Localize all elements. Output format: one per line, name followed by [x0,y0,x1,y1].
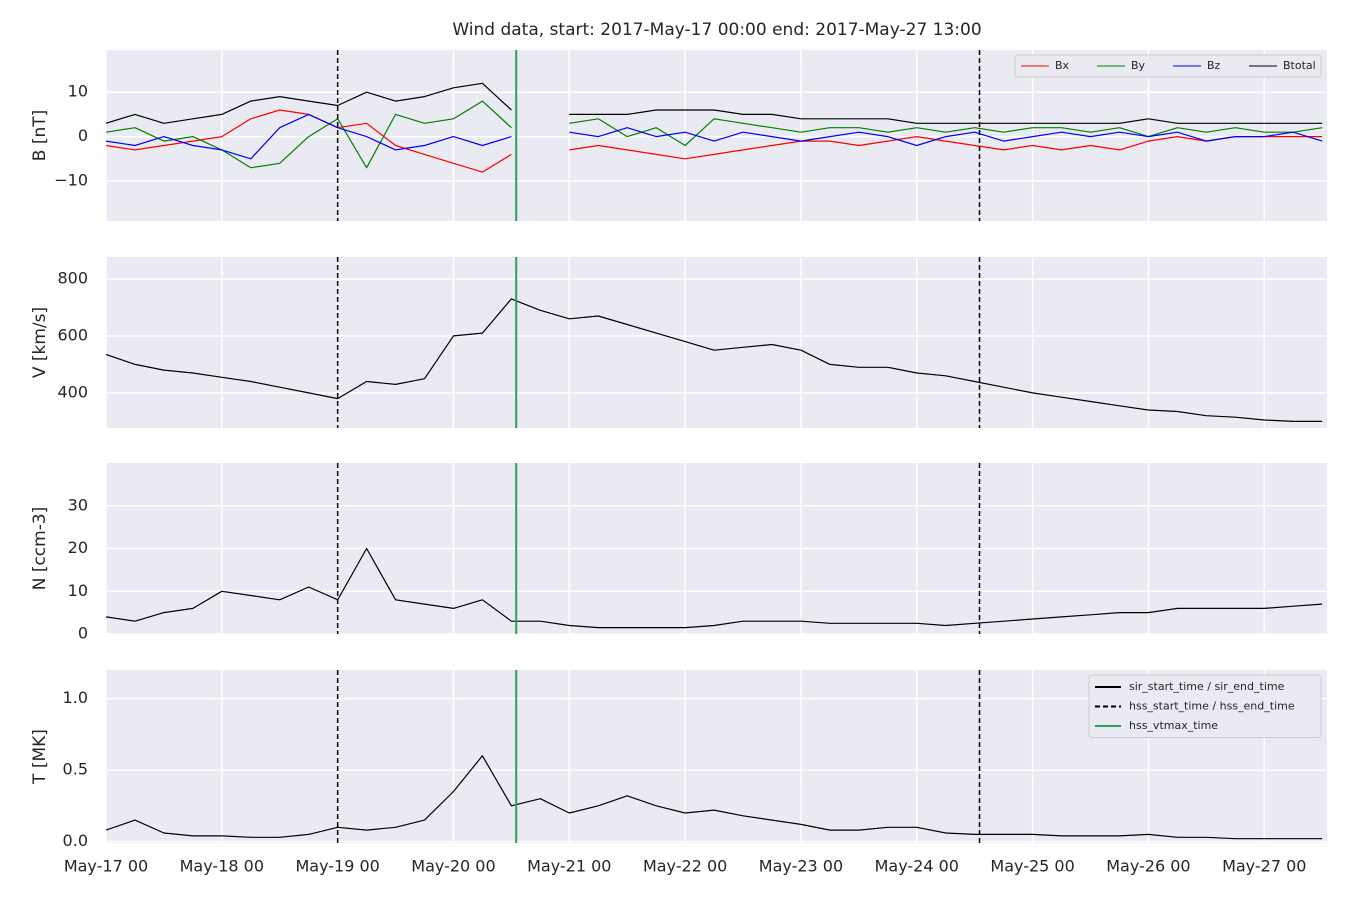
y-tick-label: 10 [68,82,88,101]
y-axis-label: V [km/s] [30,307,50,378]
x-tick-label: May-23 00 [759,857,843,876]
series-line [106,298,1323,422]
y-tick-label: 10 [68,581,88,600]
legend-label: hss_vtmax_time [1129,719,1218,732]
y-tick-label: 600 [57,325,88,344]
x-tick-label: May-25 00 [990,857,1074,876]
y-tick-label: 30 [68,495,88,514]
legend-label: By [1131,59,1146,72]
x-tick-label: May-24 00 [875,857,959,876]
y-tick-label: 0 [78,624,88,643]
y-tick-label: 800 [57,268,88,287]
y-tick-label: 1.0 [63,688,88,707]
x-tick-label: May-18 00 [180,857,264,876]
legend-label: Btotal [1283,59,1316,72]
y-axis-label: N [ccm-3] [30,507,50,591]
y-tick-label: 0 [78,126,88,145]
legend-label: Bz [1207,59,1221,72]
legend-label: sir_start_time / sir_end_time [1129,680,1285,693]
y-tick-label: 0.5 [63,760,88,779]
legend-box [1014,54,1322,78]
y-tick-label: −10 [54,171,88,190]
y-tick-label: 0.0 [63,831,88,850]
y-axis-label: T [MK] [30,729,50,785]
legend-label: hss_start_time / hss_end_time [1129,700,1295,713]
x-tick-label: May-26 00 [1106,857,1190,876]
y-axis-label: B [nT] [30,110,50,162]
series-line [106,755,1323,840]
x-tick-label: May-22 00 [643,857,727,876]
series-line [106,113,1323,160]
x-tick-label: May-17 00 [64,857,148,876]
chart-title: Wind data, start: 2017-May-17 00:00 end:… [452,20,981,40]
series-line [106,82,1323,124]
x-tick-label: May-21 00 [527,857,611,876]
x-tick-label: May-20 00 [411,857,495,876]
legend-box [1088,674,1322,738]
y-tick-label: 400 [57,382,88,401]
legend-label: Bx [1055,59,1070,72]
y-tick-label: 20 [68,538,88,557]
series-line [106,547,1323,629]
plot-background [106,257,1327,428]
x-tick-label: May-27 00 [1222,857,1306,876]
x-tick-label: May-19 00 [295,857,379,876]
